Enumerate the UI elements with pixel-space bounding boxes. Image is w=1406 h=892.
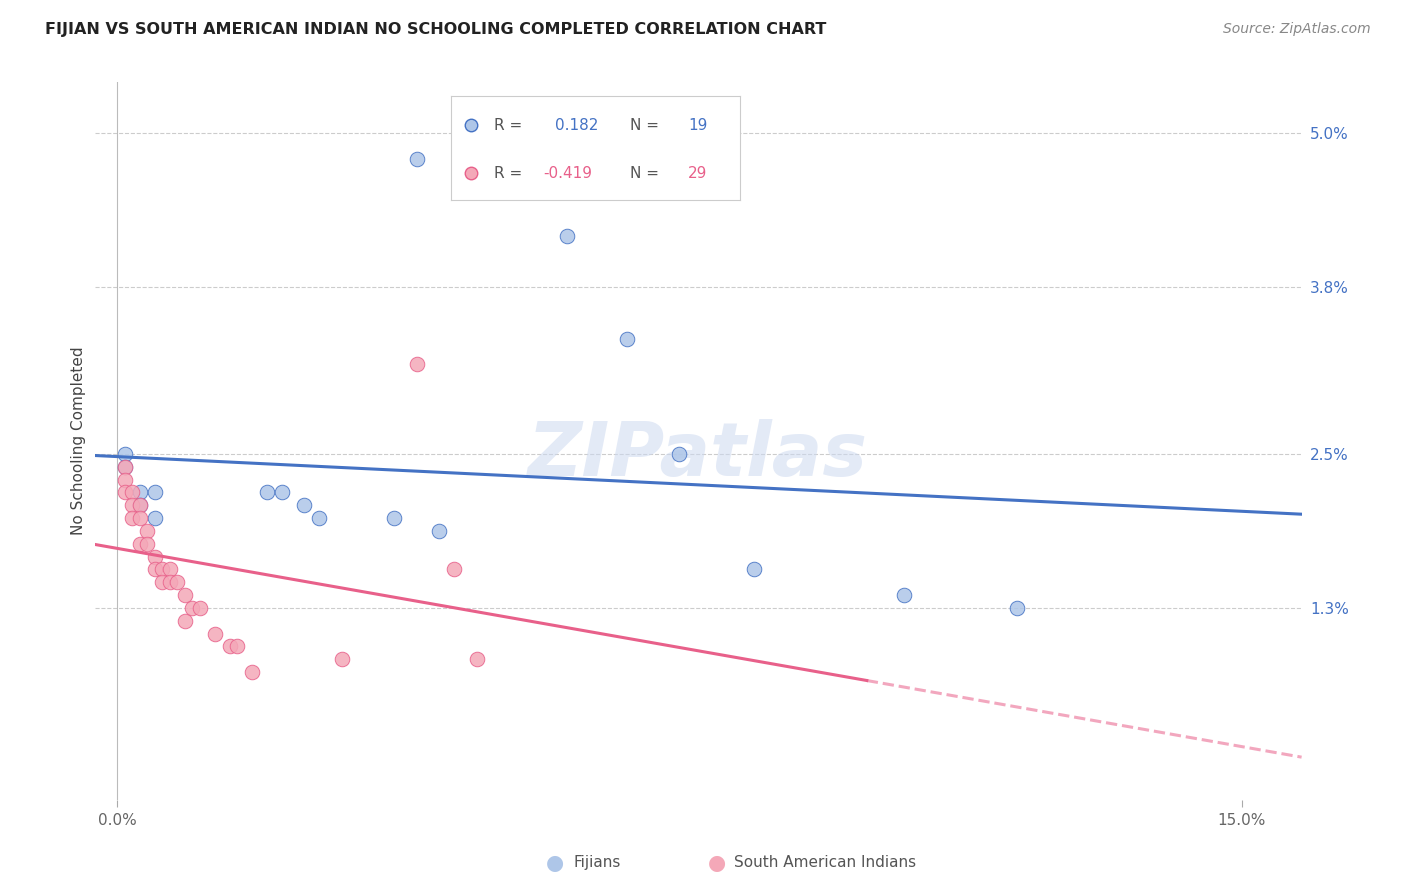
Point [668, 447, 690, 461]
Point [181, 601, 204, 615]
Point [143, 485, 166, 500]
Point [128, 537, 150, 551]
Text: FIJIAN VS SOUTH AMERICAN INDIAN NO SCHOOLING COMPLETED CORRELATION CHART: FIJIAN VS SOUTH AMERICAN INDIAN NO SCHOO… [45, 22, 827, 37]
Text: ●: ● [709, 853, 725, 872]
Text: Fijians: Fijians [574, 855, 621, 870]
Point [128, 499, 150, 513]
Point [128, 499, 150, 513]
Point [121, 499, 143, 513]
Point [256, 485, 278, 500]
Point [188, 601, 211, 615]
Point [240, 665, 263, 680]
Text: ●: ● [547, 853, 564, 872]
Point [616, 332, 638, 346]
Point [114, 485, 136, 500]
Point [143, 511, 166, 525]
Point [893, 588, 915, 602]
Point [128, 485, 150, 500]
Point [114, 447, 136, 461]
Point [555, 228, 578, 243]
Point [114, 459, 136, 474]
Point [159, 575, 181, 590]
Point [308, 511, 330, 525]
Point [150, 575, 173, 590]
Point [166, 575, 188, 590]
Point [204, 626, 226, 640]
Point [173, 588, 195, 602]
Point [143, 549, 166, 564]
Point [136, 524, 159, 538]
Point [429, 524, 451, 538]
Point [114, 473, 136, 487]
Point [121, 485, 143, 500]
Point [121, 511, 143, 525]
Point [465, 652, 488, 666]
Point [406, 152, 429, 166]
Point [744, 562, 766, 576]
Text: Source: ZipAtlas.com: Source: ZipAtlas.com [1223, 22, 1371, 37]
Text: ZIPatlas: ZIPatlas [529, 419, 868, 492]
Text: South American Indians: South American Indians [734, 855, 917, 870]
Point [159, 562, 181, 576]
Point [226, 640, 249, 654]
Point [330, 652, 353, 666]
Point [294, 499, 316, 513]
Point [173, 614, 195, 628]
Point [406, 357, 429, 371]
Point [128, 511, 150, 525]
Point [218, 640, 240, 654]
Point [271, 485, 294, 500]
Point [1005, 601, 1028, 615]
Point [150, 562, 173, 576]
Point [143, 562, 166, 576]
Y-axis label: No Schooling Completed: No Schooling Completed [72, 347, 86, 535]
Point [136, 537, 159, 551]
Point [114, 459, 136, 474]
Point [384, 511, 406, 525]
Point [443, 562, 465, 576]
